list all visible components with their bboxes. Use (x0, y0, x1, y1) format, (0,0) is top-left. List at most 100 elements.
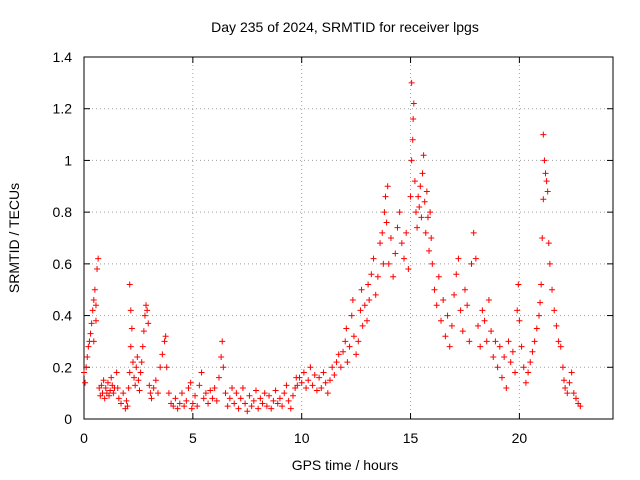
grid-lines (84, 57, 613, 419)
data-point (531, 338, 538, 345)
data-point (368, 271, 375, 278)
data-point (82, 379, 89, 386)
data-point (202, 390, 209, 397)
data-point (514, 307, 521, 314)
data-point (124, 403, 131, 410)
data-point (561, 377, 568, 384)
data-point (381, 209, 388, 216)
data-point (110, 390, 117, 397)
data-point (343, 325, 350, 332)
data-point (289, 392, 296, 399)
data-point (544, 188, 551, 195)
data-point (537, 299, 544, 306)
data-point (83, 364, 90, 371)
data-point (309, 382, 316, 389)
data-point (237, 395, 244, 402)
data-point (570, 390, 577, 397)
data-point (90, 297, 97, 304)
data-point (88, 320, 95, 327)
data-point (424, 214, 431, 221)
data-point (448, 322, 455, 329)
data-point (324, 390, 331, 397)
data-point (219, 338, 226, 345)
data-point (106, 392, 113, 399)
data-point (337, 364, 344, 371)
data-point (107, 387, 114, 394)
y-tick-label: 1 (64, 152, 72, 168)
data-point (155, 390, 162, 397)
data-point (246, 392, 253, 399)
data-point (248, 403, 255, 410)
data-point (183, 397, 190, 404)
data-point (329, 364, 336, 371)
data-point (515, 281, 522, 288)
data-point (213, 397, 220, 404)
data-point (170, 403, 177, 410)
data-point (235, 405, 242, 412)
data-point (135, 377, 142, 384)
data-point (127, 307, 134, 314)
data-point (464, 302, 471, 309)
data-point (411, 178, 418, 185)
data-point (496, 343, 503, 350)
data-point (428, 235, 435, 241)
data-point (94, 266, 101, 273)
data-point (211, 384, 218, 391)
data-point (485, 297, 492, 304)
data-point (466, 338, 473, 345)
data-point (287, 405, 294, 412)
data-point (412, 209, 419, 216)
data-point (380, 260, 387, 267)
y-tick-label: 0.2 (53, 359, 73, 375)
data-point (89, 307, 96, 314)
data-point (146, 382, 153, 389)
data-point (398, 240, 405, 247)
data-point (95, 255, 102, 262)
data-point (266, 392, 273, 399)
data-point (165, 390, 172, 397)
data-point (396, 209, 403, 216)
data-point (553, 322, 560, 329)
data-point (431, 286, 438, 293)
data-point (123, 397, 130, 404)
data-point (494, 364, 501, 371)
y-tick-label: 0 (64, 411, 72, 427)
data-point (181, 403, 188, 410)
data-point (344, 359, 351, 366)
x-tick-label: 20 (512, 430, 528, 446)
data-point (285, 397, 292, 404)
data-point (261, 390, 268, 397)
data-point (91, 286, 98, 293)
data-point (139, 343, 146, 350)
data-point (365, 281, 372, 288)
data-point (509, 348, 516, 355)
data-point (233, 390, 240, 397)
data-point (455, 255, 462, 262)
data-point (272, 387, 279, 394)
data-point (348, 312, 355, 319)
data-point (392, 250, 399, 257)
data-point (326, 377, 333, 384)
data-point (176, 400, 183, 407)
data-point (446, 343, 453, 350)
data-point (263, 403, 270, 410)
data-point (387, 235, 394, 241)
data-point (435, 273, 442, 280)
data-point (113, 369, 120, 376)
data-point (421, 198, 428, 205)
data-point (207, 387, 214, 394)
x-axis-label: GPS time / hours (292, 457, 399, 473)
data-point (333, 359, 340, 366)
data-point (136, 387, 143, 394)
data-point (518, 343, 525, 350)
y-tick-label: 0.4 (53, 308, 73, 324)
data-point (92, 317, 99, 324)
data-point (451, 291, 458, 298)
data-point (568, 369, 575, 376)
data-point (218, 353, 225, 360)
data-point (418, 214, 425, 221)
data-point (442, 333, 449, 340)
data-point (426, 247, 433, 254)
data-point (125, 384, 132, 391)
data-point (331, 372, 338, 379)
